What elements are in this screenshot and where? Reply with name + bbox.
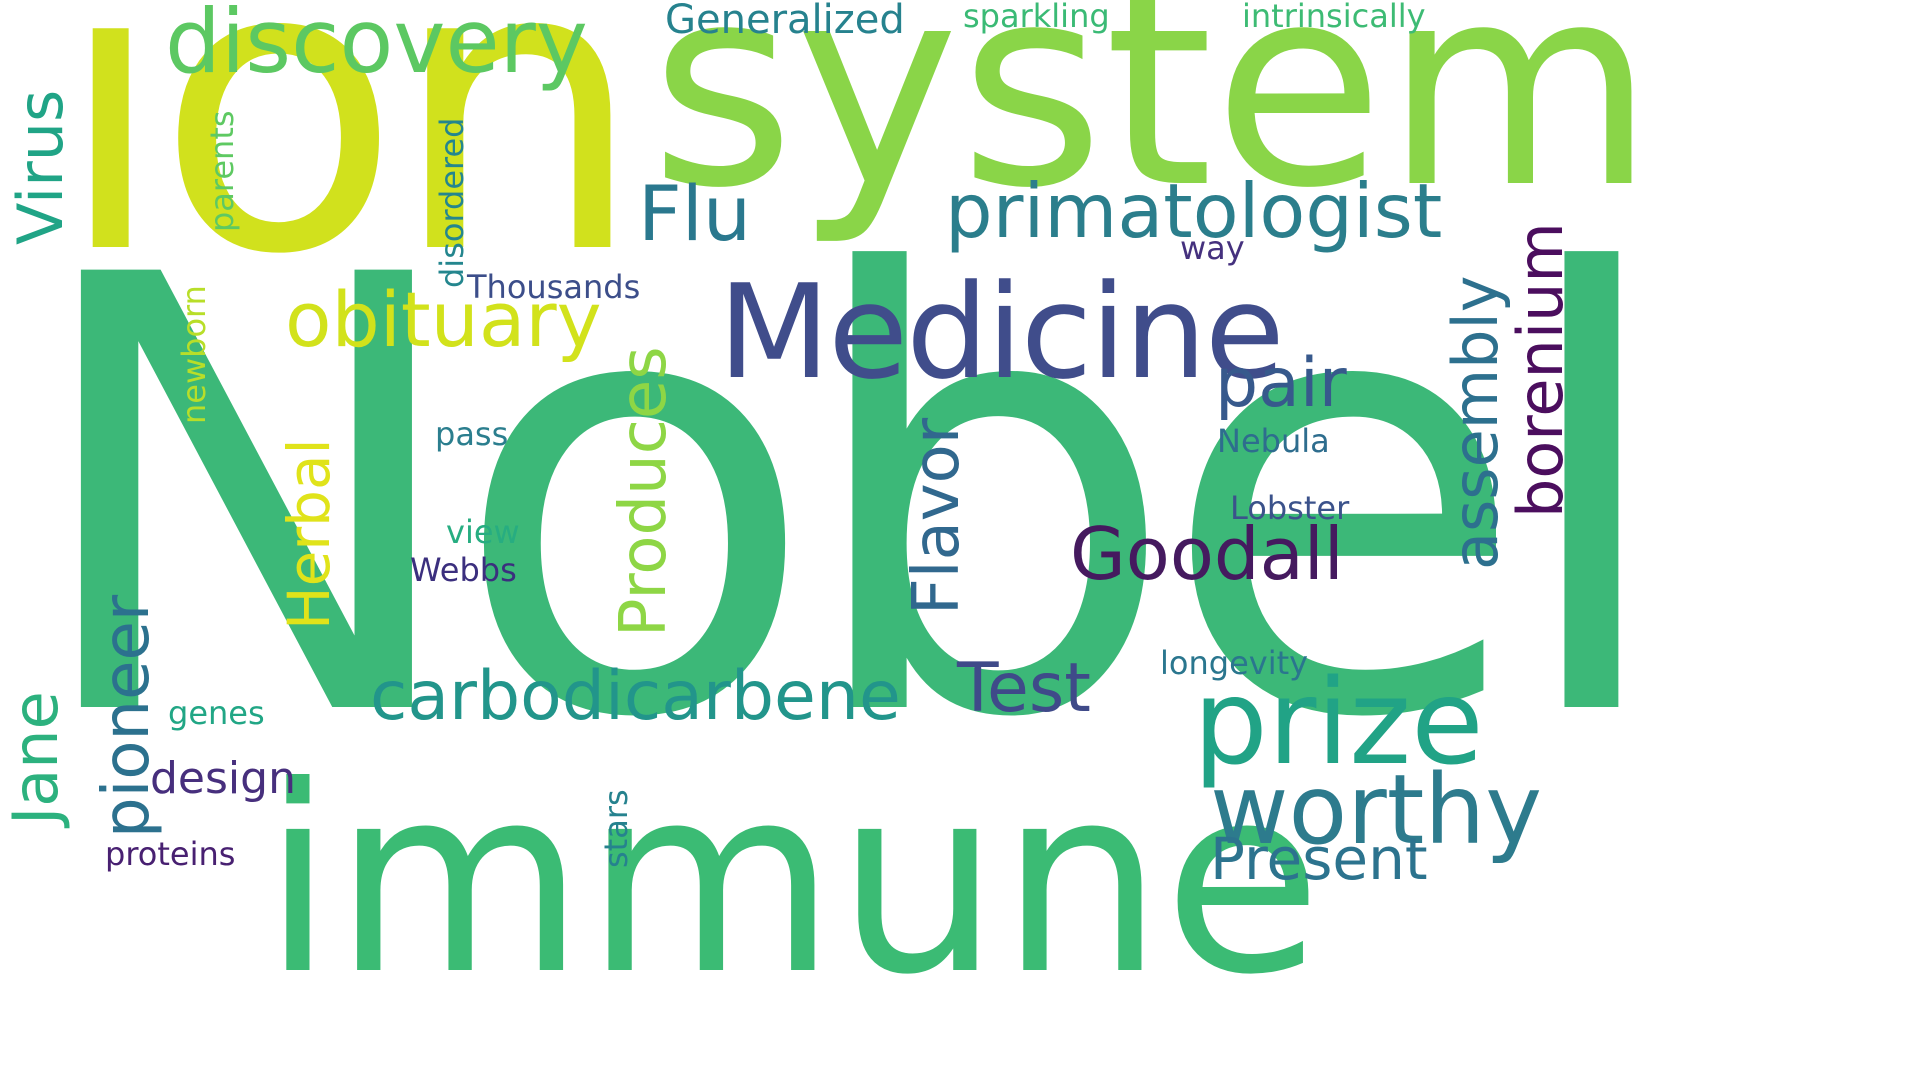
- word-webbs: Webbs: [410, 551, 517, 589]
- word-nobel: Nobel: [22, 150, 1675, 849]
- word-newborn: newborn: [175, 285, 213, 424]
- word-pair: pair: [1215, 344, 1347, 423]
- word-obituary: obituary: [285, 275, 602, 364]
- word-prize: prize: [1193, 653, 1484, 791]
- word-immune: immune: [262, 731, 1323, 1031]
- word-virus: Virus: [4, 89, 77, 245]
- word-stars: stars: [597, 789, 635, 868]
- word-design: design: [150, 753, 296, 804]
- word-worthy: worthy: [1210, 754, 1543, 866]
- word-pioneer: pioneer: [90, 594, 164, 838]
- word-generalized: Generalized: [665, 0, 905, 43]
- word-carbodicarbene: carbodicarbene: [370, 657, 901, 736]
- word-disordered: disordered: [433, 117, 471, 289]
- word-proteins: proteins: [105, 835, 236, 873]
- word-system: system: [650, 0, 1656, 249]
- word-parents: parents: [203, 110, 241, 232]
- word-present: Present: [1210, 825, 1428, 893]
- word-view: view: [446, 513, 520, 551]
- word-flavor: Flavor: [900, 417, 974, 615]
- word-herbal: Herbal: [275, 438, 343, 630]
- word-intrinsically: intrinsically: [1242, 0, 1426, 35]
- word-assembly: assembly: [1439, 275, 1512, 570]
- word-medicine: Medicine: [718, 256, 1285, 408]
- word-lobster: Lobster: [1230, 489, 1350, 527]
- word-genes: genes: [168, 694, 265, 732]
- word-nebula: Nebula: [1217, 422, 1330, 460]
- word-ion: ion: [55, 0, 644, 342]
- word-goodall: Goodall: [1070, 512, 1344, 596]
- word-pass: pass: [435, 415, 509, 453]
- word-discovery: discovery: [165, 0, 588, 93]
- word-produces: Produces: [607, 346, 681, 637]
- word-thousands: Thousands: [467, 268, 641, 306]
- word-sparkling: sparkling: [963, 0, 1110, 35]
- word-flu: Flu: [638, 169, 751, 258]
- word-borenium: borenium: [1504, 222, 1577, 518]
- word-primatologist: primatologist: [945, 167, 1443, 255]
- word-jane: Jane: [0, 691, 72, 825]
- word-test: Test: [957, 649, 1091, 728]
- word-way: way: [1180, 229, 1245, 267]
- word-longevity: longevity: [1160, 644, 1309, 682]
